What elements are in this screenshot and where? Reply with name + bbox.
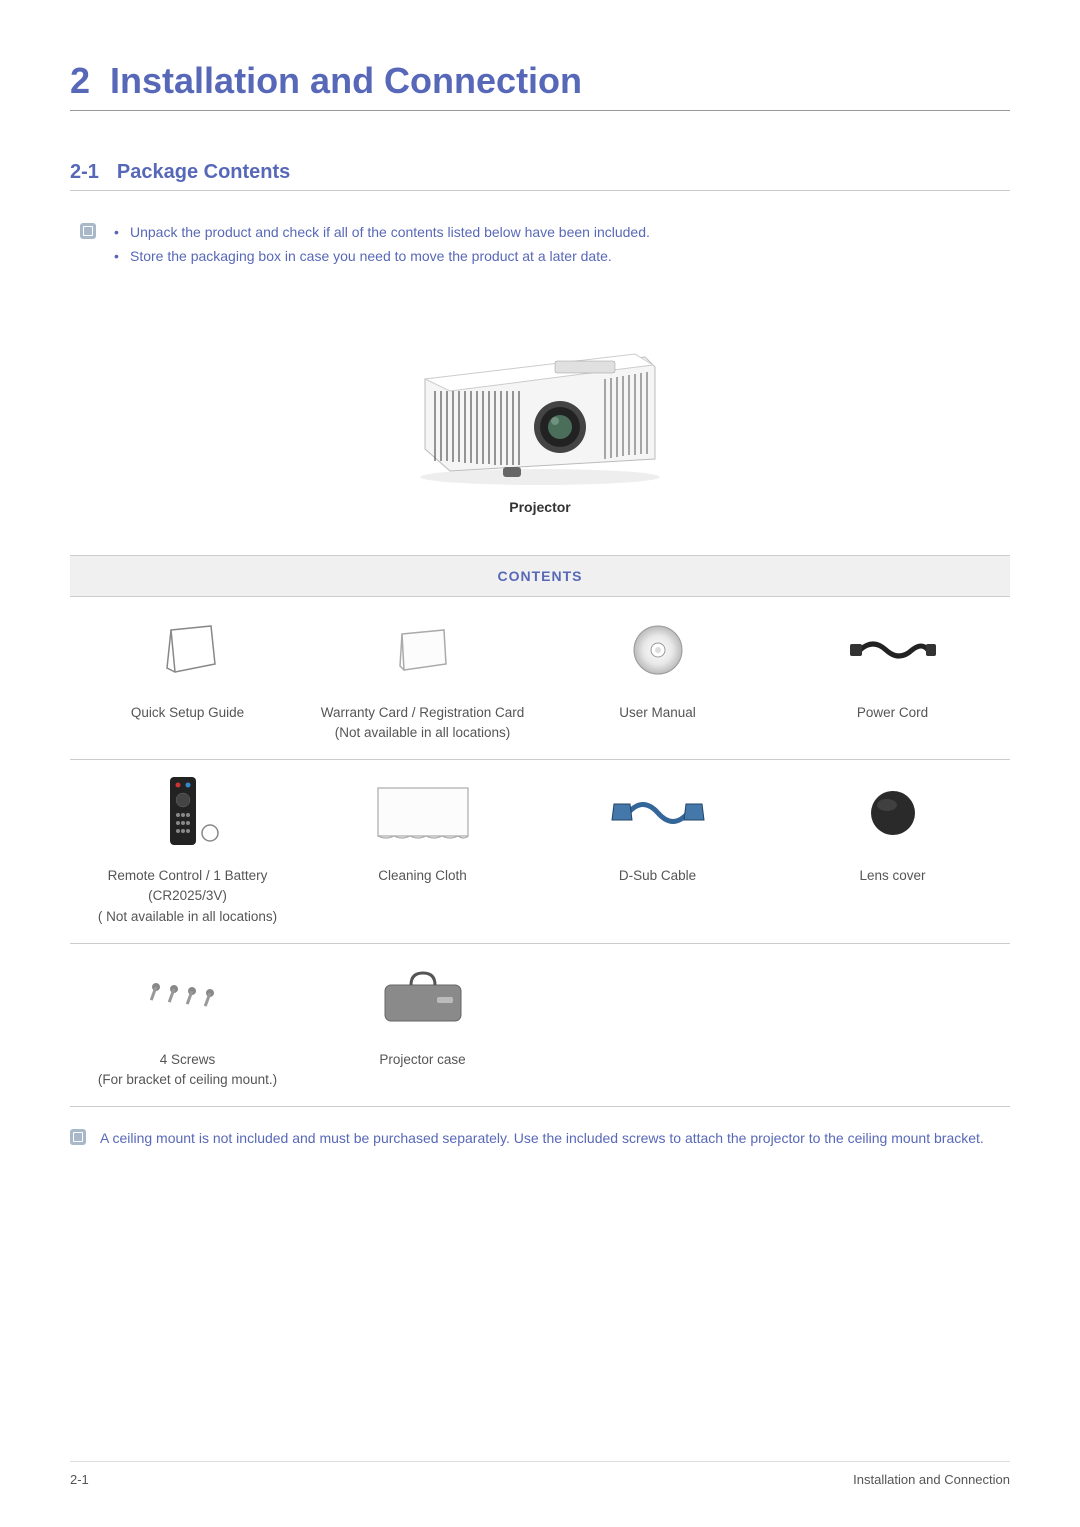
footer-right: Installation and Connection xyxy=(853,1472,1010,1487)
footnote-block: A ceiling mount is not included and must… xyxy=(70,1127,1010,1151)
projector-label: Projector xyxy=(70,499,1010,515)
remote-control-icon xyxy=(80,778,295,848)
projector-figure: Projector xyxy=(70,309,1010,515)
note-item: Store the packaging box in case you need… xyxy=(110,245,650,269)
page-footer: 2-1 Installation and Connection xyxy=(70,1461,1010,1487)
contents-cell: Cleaning Cloth xyxy=(305,760,540,944)
chapter-number: 2 xyxy=(70,60,90,101)
item-label: Warranty Card / Registration Card (Not a… xyxy=(315,703,530,744)
chapter-title: 2 Installation and Connection xyxy=(70,60,1010,111)
item-label: Power Cord xyxy=(785,703,1000,723)
warranty-card-icon xyxy=(315,615,530,685)
power-cord-icon xyxy=(785,615,1000,685)
item-label: Projector case xyxy=(315,1050,530,1070)
note-icon xyxy=(80,223,96,239)
cleaning-cloth-icon xyxy=(315,778,530,848)
contents-cell: Warranty Card / Registration Card (Not a… xyxy=(305,596,540,760)
projector-image xyxy=(395,309,685,489)
screws-icon xyxy=(80,962,295,1032)
section-title: 2-1 Package Contents xyxy=(70,161,1010,191)
quick-setup-guide-icon xyxy=(80,615,295,685)
contents-table: CONTENTS Quick Setup Guide Warranty Card… xyxy=(70,555,1010,1108)
contents-cell: 4 Screws (For bracket of ceiling mount.) xyxy=(70,943,305,1107)
contents-cell: Lens cover xyxy=(775,760,1010,944)
item-label: D-Sub Cable xyxy=(550,866,765,886)
dsub-cable-icon xyxy=(550,778,765,848)
projector-case-icon xyxy=(315,962,530,1032)
note-item: Unpack the product and check if all of t… xyxy=(110,221,650,245)
contents-cell: User Manual xyxy=(540,596,775,760)
footnote-text: A ceiling mount is not included and must… xyxy=(100,1127,984,1151)
item-label: Remote Control / 1 Battery (CR2025/3V) (… xyxy=(80,866,295,927)
note-list: Unpack the product and check if all of t… xyxy=(110,221,650,269)
item-label: Cleaning Cloth xyxy=(315,866,530,886)
contents-cell: Quick Setup Guide xyxy=(70,596,305,760)
footer-left: 2-1 xyxy=(70,1472,89,1487)
contents-row: Remote Control / 1 Battery (CR2025/3V) (… xyxy=(70,760,1010,944)
item-label: Lens cover xyxy=(785,866,1000,886)
item-label: 4 Screws (For bracket of ceiling mount.) xyxy=(80,1050,295,1091)
contents-cell: Remote Control / 1 Battery (CR2025/3V) (… xyxy=(70,760,305,944)
note-icon xyxy=(70,1129,86,1145)
contents-row: Quick Setup Guide Warranty Card / Regist… xyxy=(70,596,1010,760)
section-text: Package Contents xyxy=(117,161,290,183)
contents-cell: Power Cord xyxy=(775,596,1010,760)
contents-cell: D-Sub Cable xyxy=(540,760,775,944)
item-label: Quick Setup Guide xyxy=(80,703,295,723)
chapter-text: Installation and Connection xyxy=(110,60,582,101)
contents-cell: Projector case xyxy=(305,943,540,1107)
user-manual-disc-icon xyxy=(550,615,765,685)
note-block: Unpack the product and check if all of t… xyxy=(80,221,1010,269)
contents-cell-empty xyxy=(540,943,775,1107)
section-number: 2-1 xyxy=(70,161,99,183)
contents-header: CONTENTS xyxy=(70,555,1010,596)
item-label: User Manual xyxy=(550,703,765,723)
lens-cover-icon xyxy=(785,778,1000,848)
contents-cell-empty xyxy=(775,943,1010,1107)
contents-row: 4 Screws (For bracket of ceiling mount.)… xyxy=(70,943,1010,1107)
